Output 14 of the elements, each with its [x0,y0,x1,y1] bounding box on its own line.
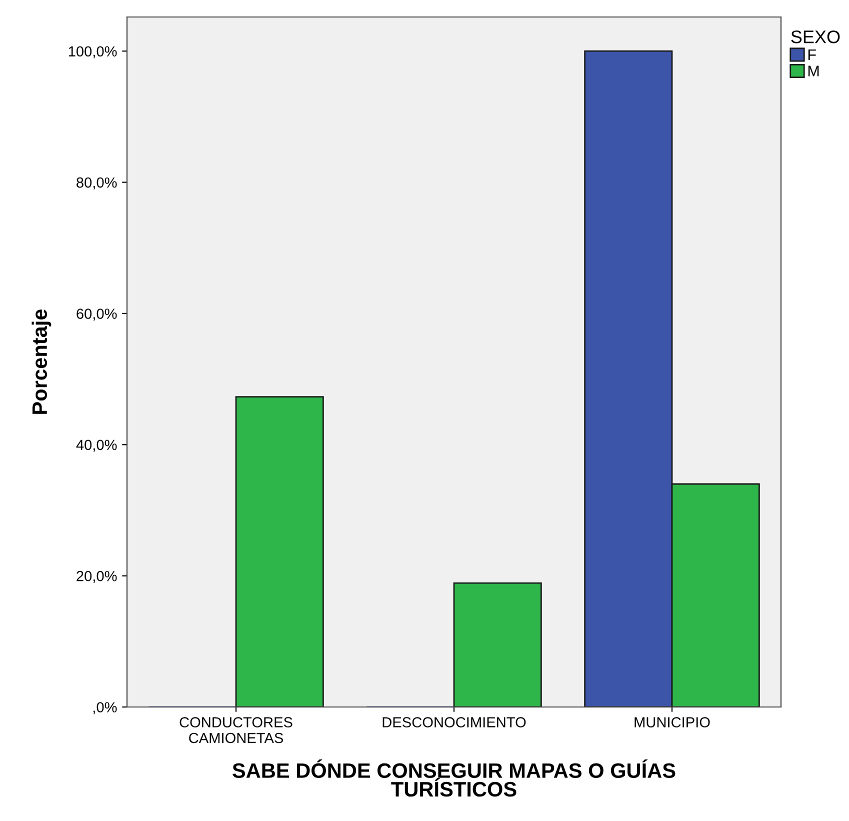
x-tick-label: CONDUCTORES CAMIONETAS [180,717,292,744]
y-tick-label: 40,0% [76,440,117,452]
y-tick-label: 80,0% [76,177,117,190]
legend-label: M [808,66,819,76]
y-tick-label: 20,0% [76,570,117,583]
legend-title: SEXO [791,30,840,44]
y-tick-label: 60,0% [76,308,117,321]
y-tick-label: 100,0% [68,46,117,58]
y-axis-title: Porcentaje [32,309,52,414]
y-tick-label: ,0% [93,702,117,714]
legend-label: F [808,49,816,60]
x-tick-label: DESCONOCIMIENTO [382,717,526,728]
x-axis-title: SABE DÓNDE CONSEGUIR MAPAS O GUÍAS TURÍSTICOS [232,759,676,797]
x-tick-label: MUNICIPIO [634,717,710,728]
